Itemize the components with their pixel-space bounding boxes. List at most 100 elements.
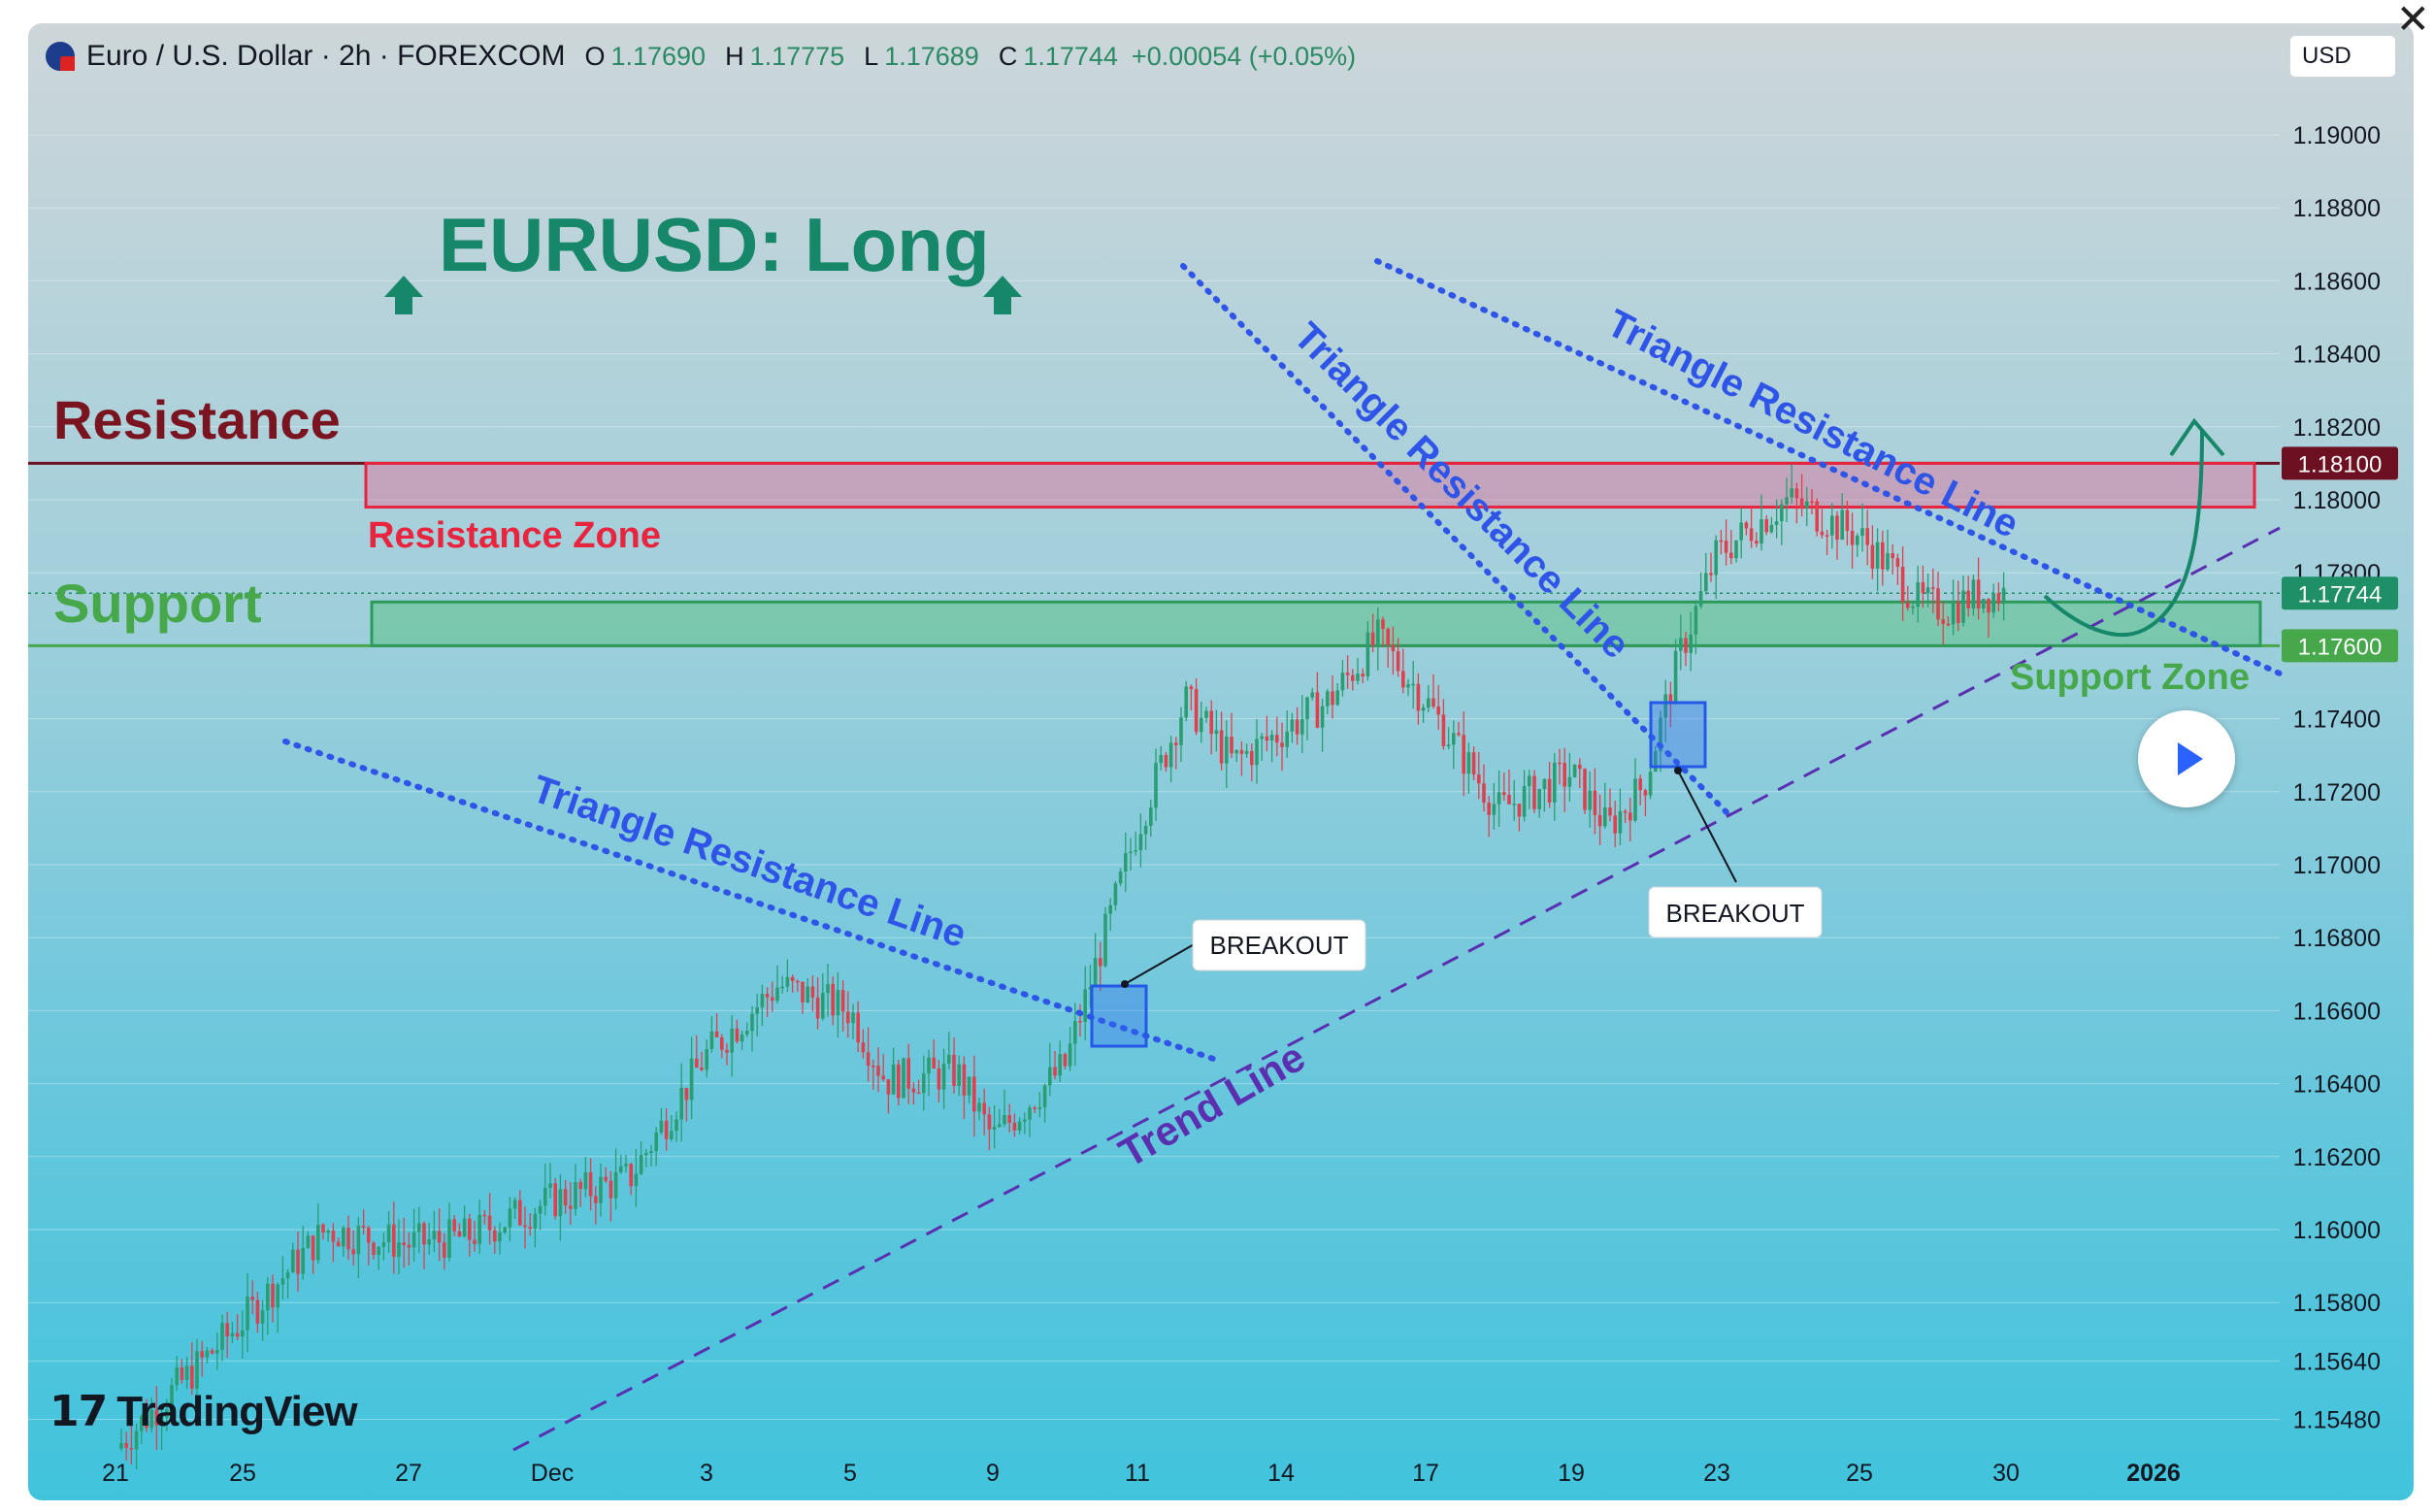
candle-body <box>730 1028 734 1053</box>
candle-body <box>886 1079 891 1095</box>
candle-body <box>1023 1119 1027 1122</box>
candle-body <box>1603 806 1607 827</box>
trend-line <box>512 526 2281 1452</box>
candle-body <box>1017 1121 1022 1131</box>
candle-body <box>851 1012 855 1024</box>
candle-body <box>134 1430 139 1450</box>
tradingview-logo[interactable]: 𝟭𝟳 TradingView <box>49 1387 358 1436</box>
candle-body <box>1709 573 1713 575</box>
candle-body <box>1925 587 1930 594</box>
candle-body <box>548 1183 552 1188</box>
candle-body <box>149 1409 153 1429</box>
candle-body <box>1916 581 1920 608</box>
y-tick-label: 1.16200 <box>2293 1144 2381 1171</box>
candle-body <box>937 1068 941 1090</box>
candle-body <box>705 1048 708 1070</box>
candle-body <box>599 1176 603 1203</box>
candle-body <box>1159 754 1163 764</box>
candle-body <box>1840 509 1844 541</box>
candle-body <box>1547 778 1552 803</box>
price-chart[interactable]: 1.19000 1.18800 1.18600 1.18400 1.18200 1.180… <box>28 23 2414 1500</box>
candle-body <box>831 983 835 1016</box>
candle-body <box>1340 673 1345 691</box>
candle-body <box>1290 719 1295 732</box>
candle-body <box>1225 737 1229 764</box>
candle-body <box>553 1183 557 1217</box>
candle-body <box>1517 804 1522 817</box>
candle-body <box>1906 602 1910 608</box>
candle-body <box>246 1297 249 1331</box>
candle-body <box>1230 737 1233 754</box>
candle-body <box>1351 674 1355 681</box>
high-value: 1.17775 <box>749 41 845 71</box>
high-label: H <box>725 41 744 71</box>
candle-body <box>1698 591 1703 607</box>
symbol-title[interactable]: Euro / U.S. Dollar · 2h · FOREXCOM <box>86 40 566 72</box>
candle-body <box>215 1349 219 1354</box>
y-tick-label: 1.18000 <box>2293 487 2381 514</box>
candle-body <box>1093 958 1098 988</box>
candle-body <box>1542 778 1547 790</box>
candle-body <box>1749 528 1754 542</box>
candle-body <box>1957 602 1960 623</box>
close-icon[interactable]: ✕ <box>2395 0 2430 42</box>
candle-body <box>1315 692 1320 728</box>
candle-body <box>654 1132 658 1152</box>
projection-arrow <box>2043 430 2204 638</box>
candle-body <box>1790 488 1793 498</box>
candle-body <box>558 1189 563 1217</box>
candle-body <box>992 1127 997 1130</box>
candle-body <box>154 1409 159 1426</box>
triangle-line-3 <box>1374 258 2283 676</box>
candle-body <box>1654 751 1658 772</box>
candle-body <box>972 1076 976 1112</box>
y-tick-label: 1.17200 <box>2293 779 2381 806</box>
candle-body <box>1305 697 1309 720</box>
candle-body <box>1048 1067 1052 1086</box>
candle-body <box>170 1385 174 1410</box>
candle-body <box>195 1351 199 1389</box>
candle-body <box>608 1180 613 1199</box>
symbol-header: Euro / U.S. Dollar · 2h · FOREXCOM O 1.17… <box>46 37 1356 76</box>
candle-body <box>639 1155 643 1174</box>
support-zone <box>370 600 2262 647</box>
candle-body <box>927 1057 931 1074</box>
y-tick-label: 1.16800 <box>2293 925 2381 952</box>
candle-body <box>1391 644 1396 652</box>
candle-body <box>1194 689 1199 733</box>
candle-body <box>316 1224 320 1261</box>
candle-body <box>1189 686 1194 690</box>
candle-body <box>947 1054 951 1065</box>
candle-body <box>613 1171 618 1199</box>
candle-body <box>452 1219 456 1232</box>
candle-body <box>271 1283 275 1308</box>
candle-body <box>1300 719 1304 735</box>
candle-body <box>356 1226 361 1255</box>
currency-button[interactable]: USD <box>2289 35 2396 78</box>
candle-body <box>1012 1122 1017 1131</box>
candle-body <box>1760 519 1763 543</box>
candle-body <box>1471 752 1476 775</box>
candle-body <box>1810 501 1814 504</box>
candle-body <box>1663 694 1667 718</box>
candle-body <box>1250 750 1254 766</box>
candle-body <box>543 1187 547 1206</box>
breakout-label-box-1 <box>1192 919 1366 971</box>
play-button[interactable] <box>2138 710 2235 807</box>
candle-body <box>241 1330 245 1337</box>
candle-body <box>407 1244 411 1248</box>
candle-body <box>1118 871 1123 884</box>
candle-body <box>1724 541 1728 553</box>
candle-body <box>1356 674 1360 681</box>
candle-body <box>1416 683 1421 711</box>
candle-body <box>1099 958 1102 967</box>
candle-body <box>998 1124 1002 1128</box>
open-value: 1.17690 <box>610 41 707 71</box>
candle-body <box>1365 632 1370 676</box>
candle-body <box>1411 683 1415 686</box>
candle-body <box>296 1249 300 1274</box>
candle-body <box>670 1131 674 1139</box>
candle-body <box>1113 883 1118 905</box>
candle-body <box>432 1231 437 1240</box>
x-tick-label: 27 <box>395 1460 422 1487</box>
